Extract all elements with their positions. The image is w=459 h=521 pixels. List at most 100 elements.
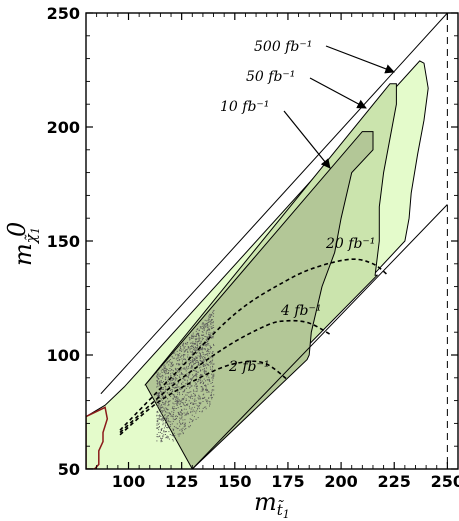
scatter-point <box>212 337 214 339</box>
scatter-point <box>169 370 171 372</box>
scatter-point <box>188 367 190 369</box>
scatter-point <box>197 357 198 359</box>
scatter-point <box>164 414 166 416</box>
scatter-point <box>202 394 204 396</box>
scatter-point <box>167 409 169 411</box>
scatter-point <box>172 435 174 437</box>
scatter-point <box>211 368 213 370</box>
scatter-point <box>186 404 187 405</box>
scatter-point <box>171 423 173 425</box>
scatter-point <box>194 336 196 337</box>
scatter-point <box>179 387 181 389</box>
scatter-point <box>169 383 171 385</box>
scatter-point <box>207 400 209 402</box>
scatter-point <box>157 395 159 397</box>
scatter-point <box>167 427 169 429</box>
scatter-point <box>213 373 215 375</box>
scatter-point <box>183 408 185 410</box>
scatter-point <box>206 391 208 393</box>
scatter-point <box>200 398 202 400</box>
scatter-point <box>207 339 209 341</box>
scatter-point <box>173 432 175 434</box>
scatter-point <box>173 403 175 405</box>
scatter-point <box>205 344 207 346</box>
scatter-point <box>197 397 199 399</box>
scatter-point <box>203 378 205 380</box>
contour-20fb <box>119 258 389 431</box>
scatter-point <box>179 411 181 413</box>
scatter-point <box>177 404 178 406</box>
scatter-point <box>192 402 194 404</box>
scatter-point <box>169 400 171 402</box>
scatter-point <box>179 377 181 379</box>
scatter-point <box>207 390 209 391</box>
scatter-point <box>200 366 202 368</box>
scatter-point <box>207 327 209 329</box>
scatter-point <box>179 370 181 372</box>
scatter-point <box>204 354 206 356</box>
scatter-point <box>168 438 170 440</box>
scatter-point <box>191 361 193 362</box>
scatter-point <box>185 387 187 389</box>
scatter-point <box>156 440 158 442</box>
scatter-point <box>213 327 215 328</box>
scatter-point <box>178 401 180 403</box>
scatter-point <box>212 327 213 329</box>
label-50fb: 50 fb⁻¹ <box>246 69 295 85</box>
scatter-point <box>160 398 162 400</box>
scatter-point <box>184 354 186 356</box>
scatter-point <box>156 386 158 388</box>
scatter-point <box>194 358 196 359</box>
scatter-point <box>184 347 185 349</box>
scatter-point <box>169 382 171 384</box>
scatter-point <box>191 351 193 353</box>
scatter-point <box>158 392 160 393</box>
scatter-point <box>191 407 193 409</box>
scatter-point <box>169 413 171 415</box>
scatter-point <box>202 397 204 399</box>
scatter-point <box>196 390 198 392</box>
scatter-point <box>171 361 173 363</box>
scatter-point <box>207 375 209 376</box>
scatter-point <box>191 395 193 397</box>
scatter-point <box>172 363 174 365</box>
scatter-point <box>193 395 195 397</box>
scatter-point <box>168 404 170 406</box>
scatter-point <box>183 347 185 349</box>
scatter-point <box>193 389 194 391</box>
scatter-point <box>197 350 199 352</box>
scatter-point <box>203 365 205 367</box>
y-label-main: m <box>9 243 37 266</box>
scatter-point <box>186 376 188 378</box>
scatter-point <box>175 358 177 360</box>
scatter-point <box>189 384 191 386</box>
scatter-point <box>205 333 207 335</box>
scatter-point <box>185 413 187 415</box>
scatter-point <box>175 417 177 419</box>
scatter-point <box>212 365 213 367</box>
scatter-point <box>164 423 166 425</box>
scatter-point <box>212 335 214 337</box>
y-tick-label: 200 <box>47 118 80 137</box>
scatter-point <box>172 420 174 422</box>
scatter-point <box>164 379 166 381</box>
scatter-point <box>190 402 192 404</box>
kinematic-boundary-lower <box>191 204 448 469</box>
scatter-point <box>185 414 187 416</box>
scatter-point <box>158 422 160 424</box>
scatter-point <box>195 356 197 358</box>
scatter-point <box>182 345 184 346</box>
scatter-point <box>160 437 161 439</box>
scatter-point <box>208 332 210 334</box>
scatter-point <box>202 352 204 354</box>
scatter-point <box>184 368 186 370</box>
scatter-point <box>206 344 208 346</box>
scatter-point <box>193 352 194 354</box>
scatter-point <box>213 309 215 311</box>
scatter-point <box>190 367 192 369</box>
scatter-point <box>200 381 201 383</box>
scatter-point <box>195 339 197 341</box>
scatter-point <box>193 347 195 349</box>
scatter-point <box>162 422 164 424</box>
scatter-point <box>181 383 183 385</box>
